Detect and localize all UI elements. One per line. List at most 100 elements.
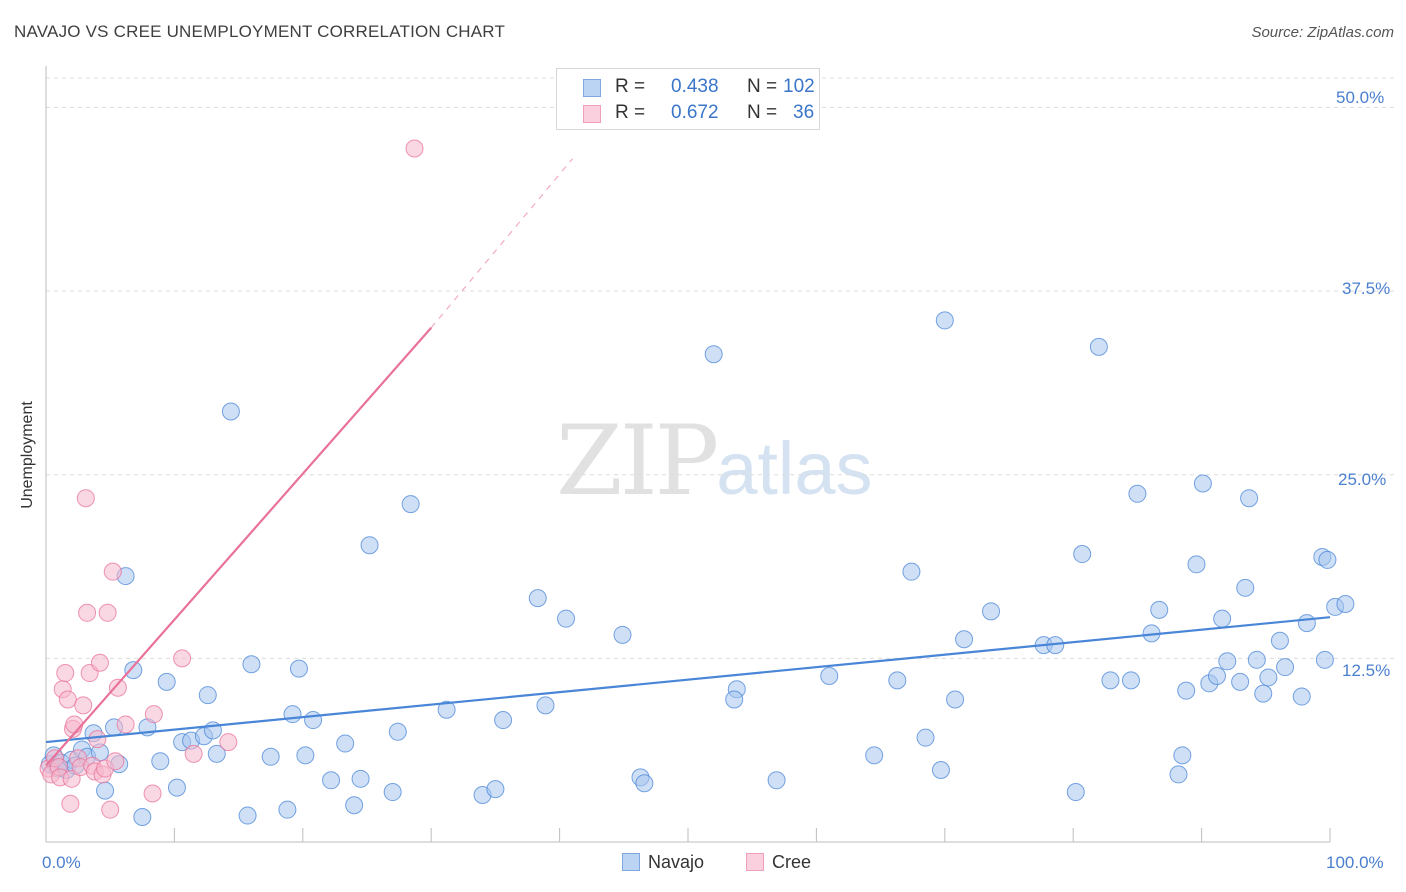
navajo-point — [289, 659, 308, 678]
navajo-point — [388, 722, 407, 741]
cree-point — [405, 139, 424, 158]
cree-point — [98, 603, 117, 622]
navajo-point — [283, 705, 302, 724]
navajo-point — [1187, 555, 1206, 574]
cree-point — [56, 664, 75, 683]
y-tick-label-37-5: 37.5% — [1342, 279, 1391, 298]
cree-trend-line — [45, 327, 433, 767]
navajo-point — [1128, 484, 1147, 503]
cree-point — [106, 752, 125, 771]
cree-point — [61, 794, 80, 813]
navajo-legend-icon — [622, 853, 640, 871]
navajo-point — [820, 666, 839, 685]
cree-point — [65, 715, 84, 734]
navajo-point — [1208, 666, 1227, 685]
navajo-point — [902, 562, 921, 581]
navajo-point — [1173, 746, 1192, 765]
cree-point — [88, 730, 107, 749]
navajo-point — [278, 800, 297, 819]
navajo-point — [1231, 672, 1250, 691]
watermark: ZIPatlas — [556, 405, 873, 517]
cree-point — [144, 705, 163, 724]
navajo-point — [494, 711, 513, 730]
cree-n-value: 36 — [793, 102, 815, 123]
cree-point — [173, 649, 192, 668]
navajo-point — [1240, 489, 1259, 508]
navajo-point — [1315, 650, 1334, 669]
navajo-trend-line — [45, 616, 1331, 744]
navajo-point — [157, 672, 176, 691]
navajo-point — [207, 744, 226, 763]
cree-legend-label: Cree — [772, 852, 812, 872]
navajo-point — [1336, 594, 1355, 613]
navajo-point — [1297, 614, 1316, 633]
navajo-point — [351, 769, 370, 788]
navajo-point — [1177, 681, 1196, 700]
cree-trend-extension — [430, 158, 573, 329]
y-tick-label-25: 25.0% — [1338, 470, 1387, 489]
navajo-point — [336, 734, 355, 753]
bottom-legend-cree: Cree — [746, 852, 811, 873]
navajo-point — [167, 778, 186, 797]
navajo-point — [955, 630, 974, 649]
navajo-point — [1236, 578, 1255, 597]
cree-point — [184, 744, 203, 763]
navajo-point — [221, 402, 240, 421]
navajo-point — [767, 771, 786, 790]
navajo-point — [982, 602, 1001, 621]
navajo-point — [151, 752, 170, 771]
navajo-swatch-icon — [583, 79, 601, 97]
legend-n-label: N = — [747, 102, 778, 123]
navajo-r-value: 0.438 — [671, 76, 719, 97]
navajo-point — [931, 761, 950, 780]
navajo-point — [888, 671, 907, 690]
cree-point — [90, 653, 109, 672]
navajo-point — [1073, 545, 1092, 564]
x-tick-label-max: 100.0% — [1326, 853, 1384, 872]
legend-r-label: R = — [615, 102, 646, 123]
cree-point — [108, 678, 127, 697]
cree-point — [76, 489, 95, 508]
navajo-point — [613, 625, 632, 644]
navajo-point — [1292, 687, 1311, 706]
navajo-point — [345, 796, 364, 815]
chart-title: NAVAJO VS CREE UNEMPLOYMENT CORRELATION … — [14, 22, 506, 41]
navajo-point — [304, 711, 323, 730]
navajo-point — [242, 655, 261, 674]
navajo-point — [528, 589, 547, 608]
correlation-legend: R = 0.438 N = 102 R = 0.672 N = 36 — [556, 68, 820, 130]
navajo-point — [1276, 658, 1295, 677]
navajo-point — [124, 661, 143, 680]
navajo-point — [935, 311, 954, 330]
navajo-point — [1169, 765, 1188, 784]
navajo-point — [704, 345, 723, 364]
navajo-point — [1270, 631, 1289, 650]
navajo-point — [725, 690, 744, 709]
navajo-point — [1254, 684, 1273, 703]
cree-point — [78, 603, 97, 622]
watermark-atlas: atlas — [716, 427, 873, 510]
legend-n-label: N = — [747, 76, 778, 97]
navajo-point — [536, 696, 555, 715]
navajo-point — [322, 771, 341, 790]
watermark-zip: ZIP — [556, 405, 719, 517]
navajo-point — [946, 690, 965, 709]
cree-swatch-icon — [583, 105, 601, 123]
cree-point — [101, 800, 120, 819]
cree-point — [58, 690, 77, 709]
navajo-point — [437, 700, 456, 719]
navajo-legend-label: Navajo — [648, 852, 705, 872]
y-tick-label-12-5: 12.5% — [1342, 661, 1391, 680]
navajo-point — [198, 686, 217, 705]
navajo-point — [238, 806, 257, 825]
cree-legend-icon — [746, 853, 764, 871]
bottom-legend-navajo: Navajo — [622, 852, 704, 873]
navajo-point — [486, 780, 505, 799]
navajo-point — [96, 781, 115, 800]
navajo-point — [1318, 550, 1337, 569]
navajo-point — [296, 746, 315, 765]
navajo-point — [1089, 337, 1108, 356]
navajo-point — [1218, 652, 1237, 671]
cree-point — [219, 733, 238, 752]
